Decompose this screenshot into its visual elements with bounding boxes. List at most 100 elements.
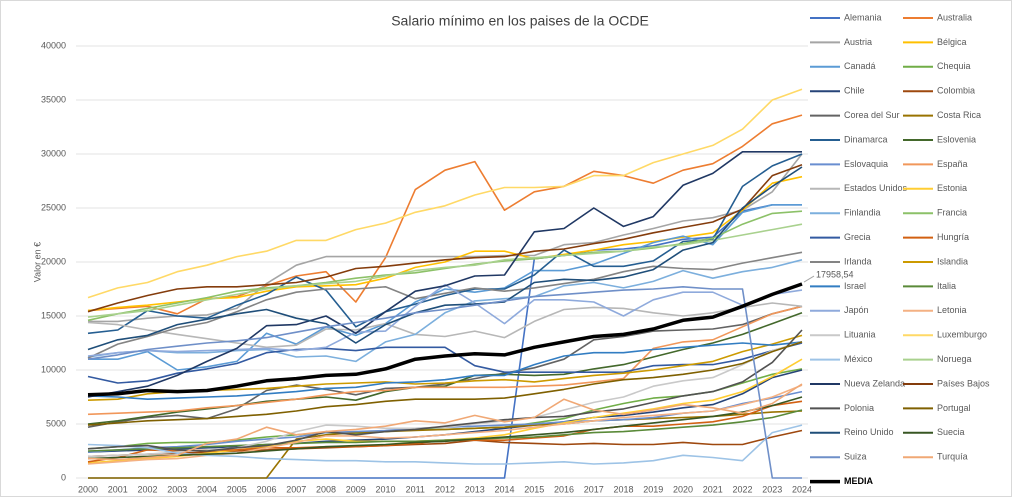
series-line <box>87 424 803 465</box>
x-tick-label: 2000 <box>78 484 98 494</box>
series-line <box>87 164 803 313</box>
legend-label: Alemania <box>844 12 882 22</box>
legend-label: Israel <box>844 281 866 291</box>
y-tick-label: 40000 <box>41 40 66 50</box>
legend-label: Islandia <box>937 256 968 266</box>
series-line <box>87 312 803 425</box>
legend-label: Suecia <box>937 427 965 437</box>
series-line <box>87 223 803 318</box>
legend-label: Japón <box>844 305 869 315</box>
y-tick-label: 5000 <box>46 418 66 428</box>
x-tick-label: 2020 <box>673 484 693 494</box>
legend-label: Noruega <box>937 354 972 364</box>
series-line <box>88 153 803 323</box>
series-line <box>87 283 803 357</box>
x-tick-label: 2024 <box>792 484 812 494</box>
legend-label: Francia <box>937 208 967 218</box>
x-tick-label: 2005 <box>227 484 247 494</box>
legend-label: Corea del Sur <box>844 110 900 120</box>
series-line <box>87 251 803 359</box>
series-line <box>87 341 803 458</box>
legend-label: Finlandia <box>844 208 881 218</box>
x-tick-label: 2016 <box>554 484 574 494</box>
legend-label: Italia <box>937 281 956 291</box>
series-line <box>87 329 803 452</box>
x-tick-label: 2012 <box>435 484 455 494</box>
legend-label: Polonia <box>844 403 874 413</box>
legend-label: Chile <box>844 86 865 96</box>
legend-label: Austria <box>844 37 872 47</box>
x-tick-label: 2019 <box>643 484 663 494</box>
data-label: 17958,54 <box>816 269 854 279</box>
legend-label: Reino Unido <box>844 427 894 437</box>
legend-label: Australia <box>937 12 972 22</box>
y-tick-label: 25000 <box>41 202 66 212</box>
legend-label: Chequia <box>937 61 971 71</box>
legend-label: MEDIA <box>844 476 874 486</box>
series-line <box>87 88 803 299</box>
series-line <box>87 151 802 398</box>
y-tick-label: 0 <box>61 472 66 482</box>
y-tick-label: 35000 <box>41 94 66 104</box>
legend-label: Países Bajos <box>937 378 990 388</box>
x-tick-label: 2009 <box>346 484 366 494</box>
series-line <box>87 341 803 401</box>
series-line <box>87 166 803 351</box>
legend-label: Eslovaquia <box>844 159 888 169</box>
x-tick-label: 2010 <box>375 484 395 494</box>
legend-label: Colombia <box>937 86 975 96</box>
x-tick-label: 2002 <box>137 484 157 494</box>
x-tick-label: 2003 <box>167 484 187 494</box>
legend-label: Portugal <box>937 403 971 413</box>
series-line <box>87 429 803 458</box>
x-tick-label: 2006 <box>256 484 276 494</box>
legend-label: Eslovenia <box>937 134 976 144</box>
legend-label: Costa Rica <box>937 110 981 120</box>
y-tick-label: 15000 <box>41 310 66 320</box>
label-leader <box>803 275 815 283</box>
y-axis-label: Valor en € <box>32 242 42 282</box>
legend-label: Luxemburgo <box>937 330 987 340</box>
x-tick-label: 2001 <box>108 484 128 494</box>
x-tick-label: 2023 <box>762 484 782 494</box>
legend-label: Irlanda <box>844 256 872 266</box>
series-line <box>87 259 803 363</box>
series-line <box>87 302 803 349</box>
x-tick-label: 2011 <box>406 484 425 494</box>
x-tick-label: 2004 <box>197 484 217 494</box>
x-tick-label: 2008 <box>316 484 336 494</box>
legend-label: Turquía <box>937 452 968 462</box>
series-line <box>87 305 803 416</box>
series-line <box>87 396 803 460</box>
legend-label: Lituania <box>844 330 876 340</box>
legend-label: Canadá <box>844 61 876 71</box>
legend-label: España <box>937 159 968 169</box>
x-tick-label: 2021 <box>703 484 723 494</box>
legend-label: Dinamarca <box>844 134 888 144</box>
series-line <box>87 210 803 322</box>
x-tick-label: 2022 <box>732 484 752 494</box>
series-line <box>87 342 803 384</box>
series-line <box>87 341 803 426</box>
legend-label: Suiza <box>844 452 867 462</box>
legend-label: Estonia <box>937 183 967 193</box>
x-tick-label: 2007 <box>286 484 306 494</box>
y-tick-label: 30000 <box>41 148 66 158</box>
legend-label: México <box>844 354 873 364</box>
legend-label: Letonia <box>937 305 967 315</box>
legend-label: Bélgica <box>937 37 967 47</box>
series-line <box>87 153 803 335</box>
series-line <box>87 175 803 312</box>
x-tick-label: 2014 <box>494 484 514 494</box>
series-line <box>87 383 803 461</box>
legend-label: Hungría <box>937 232 969 242</box>
legend-label: Nueva Zelanda <box>844 378 905 388</box>
x-tick-label: 2018 <box>613 484 633 494</box>
series-line <box>88 410 803 479</box>
y-tick-label: 20000 <box>41 256 66 266</box>
chart-title: Salario mínimo en los paises de la OCDE <box>391 13 649 29</box>
series-line <box>87 409 803 452</box>
legend-label: Estados Unidos <box>844 183 908 193</box>
series-line <box>87 285 802 479</box>
